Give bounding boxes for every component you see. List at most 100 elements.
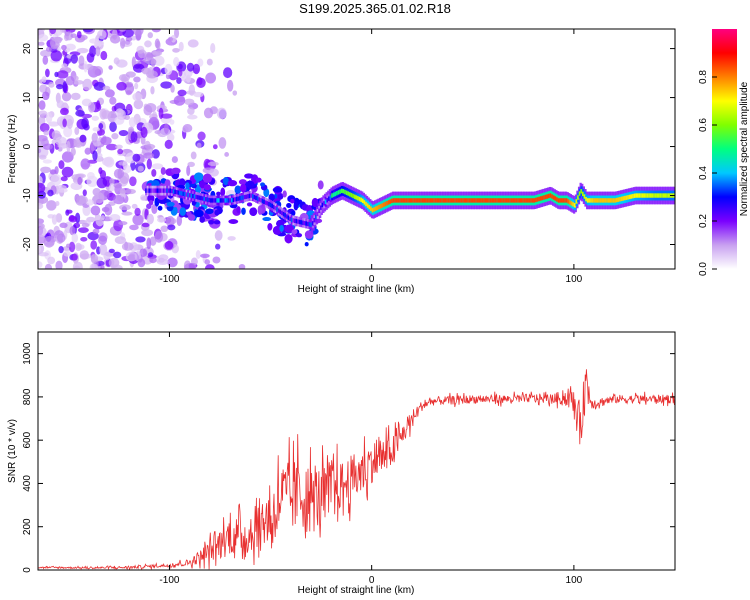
heatmap-cell [195,194,198,200]
heatmap-cell [538,196,541,202]
heatmap-cell [218,137,227,149]
heatmap-cell [65,243,71,248]
heatmap-cell [284,213,287,218]
heatmap-cell [598,198,601,203]
heatmap-cell [255,195,258,201]
heatmap-cell [203,196,206,202]
heatmap-cell [258,197,261,202]
heatmap-cell [205,264,215,269]
heatmap-cell [228,219,239,224]
heatmap-cell [60,107,69,116]
heatmap-cell [318,208,321,214]
heatmap-cell [353,194,357,199]
heatmap-cells [38,29,675,269]
snr-x-ticks: -100 0 100 [159,332,583,586]
heatmap-cell [276,207,279,212]
heatmap-cell [68,241,76,253]
heatmap-cell [179,178,186,188]
heatmap-cell [79,250,90,260]
heatmap-cell [205,208,214,215]
heatmap-cell [190,193,193,198]
heatmap-cell [203,107,214,119]
heatmap-cell [256,196,260,201]
heatmap-cell [60,176,68,182]
heatmap-cell [211,198,214,203]
heatmap-cell [185,182,190,190]
heatmap-cell [323,201,326,206]
heatmap-cell [130,131,138,143]
heatmap-cell [475,198,478,203]
heatmap-cell [431,198,434,203]
heatmap-cell [131,35,137,41]
snr-y-tick-label: 1000 [22,342,33,365]
heatmap-y-tick-label: 10 [22,92,33,104]
heatmap-cell [564,198,567,203]
heatmap-cell [234,185,242,195]
heatmap-cell [501,198,504,203]
heatmap-cell [484,198,488,203]
heatmap-cell [661,193,664,198]
heatmap-cell [363,200,366,205]
heatmap-cell [132,29,144,36]
heatmap-cell [614,198,617,203]
heatmap-cell [77,227,89,233]
heatmap-cell [205,72,217,84]
heatmap-cell [577,195,580,200]
heatmap-cell [144,143,156,150]
heatmap-cell [187,107,195,115]
heatmap-cell [57,188,68,193]
heatmap-cell [48,81,55,88]
heatmap-cell [214,230,223,241]
heatmap-cell [444,198,447,203]
heatmap-cell [239,196,242,201]
heatmap-cell [268,201,271,207]
heatmap-cell [151,57,156,68]
heatmap-cell [44,263,53,269]
heatmap-cell [135,236,146,243]
snr-x-axis-label: Height of straight line (km) [298,585,415,596]
heatmap-y-tick-label: -20 [22,237,33,252]
heatmap-cell [468,198,471,203]
snr-y-tick-label: 600 [22,431,33,448]
heatmap-cell [284,233,293,244]
heatmap-cell [522,198,525,203]
heatmap-cell [159,188,162,193]
heatmap-cell [97,29,107,40]
heatmap-cell [173,95,186,106]
heatmap-cell [176,215,183,227]
heatmap-cell [590,198,593,203]
heatmap-cell [156,258,169,266]
heatmap-cell [223,67,233,79]
heatmap-cell [119,204,131,211]
heatmap-cell [641,193,645,198]
heatmap-cell [104,203,113,216]
heatmap-cell [193,172,204,182]
heatmap-cell [667,193,670,198]
heatmap-cell [413,198,416,203]
heatmap-cell [111,133,119,140]
heatmap-cell [151,188,154,193]
heatmap-cell [247,194,250,199]
heatmap-x-tick-label: -100 [159,274,179,285]
heatmap-cell [38,41,45,46]
heatmap-cell [133,76,141,83]
heatmap-cell [141,222,150,228]
heatmap-cell [62,81,68,93]
heatmap-cell [319,205,323,210]
heatmap-cell [340,188,344,194]
heatmap-cell [171,167,181,175]
heatmap-cell [619,197,622,202]
heatmap-cell [659,193,662,198]
heatmap-cell [636,193,640,198]
heatmap-cell [212,144,218,150]
heatmap-cell [99,243,108,256]
heatmap-cell [247,180,252,190]
heatmap-cell [290,217,293,223]
heatmap-cell [662,193,666,198]
heatmap-cell [635,193,638,198]
heatmap-cell [296,233,303,238]
heatmap-cell [645,193,648,198]
heatmap-cell [471,198,475,203]
heatmap-cell [535,197,538,203]
heatmap-cell [339,189,342,194]
